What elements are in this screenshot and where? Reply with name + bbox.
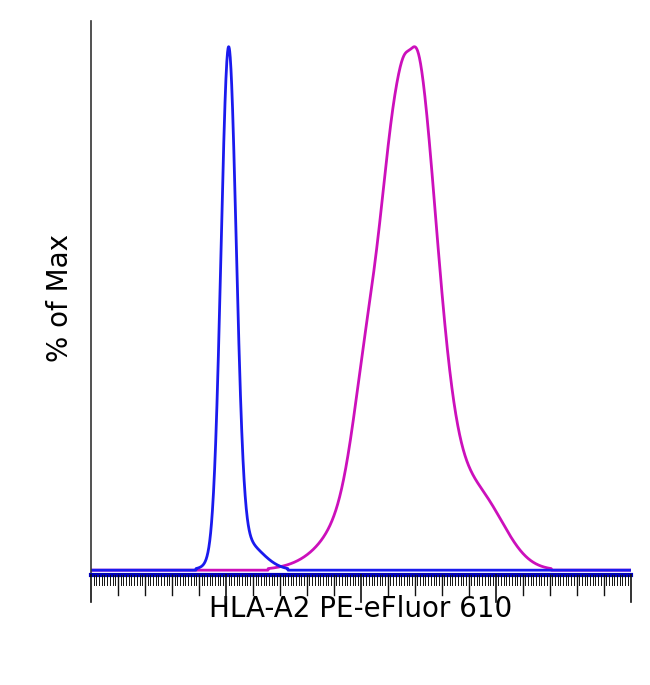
Y-axis label: % of Max: % of Max	[46, 234, 74, 362]
X-axis label: HLA-A2 PE-eFluor 610: HLA-A2 PE-eFluor 610	[209, 595, 512, 623]
